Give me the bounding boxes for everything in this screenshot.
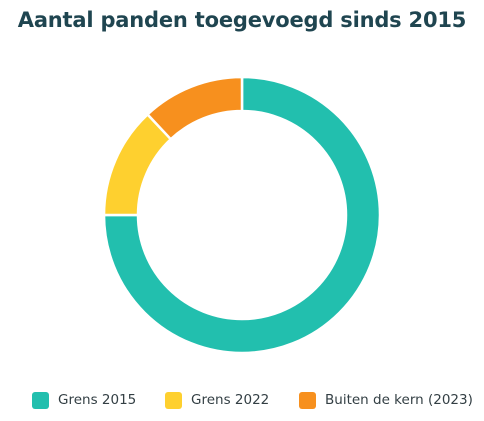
donut-slices — [102, 75, 382, 355]
legend: Grens 2015 Grens 2022 Buiten de kern (20… — [0, 388, 484, 412]
slice-grens-2015 — [102, 75, 382, 355]
legend-label-buiten-de-kern: Buiten de kern (2023) — [325, 392, 473, 408]
legend-item-grens-2022: Grens 2022 — [165, 388, 269, 412]
legend-label-grens-2022: Grens 2022 — [191, 392, 270, 408]
chart-title: Aantal panden toegevoegd sinds 2015 — [17, 8, 467, 32]
slice-buiten-de-kern-2023 — [146, 75, 244, 141]
legend-swatch-buiten-de-kern — [299, 391, 316, 409]
legend-swatch-grens-2022 — [165, 391, 182, 409]
legend-swatch-grens-2015 — [32, 391, 49, 409]
legend-item-grens-2015: Grens 2015 — [32, 388, 136, 412]
legend-label-grens-2015: Grens 2015 — [58, 392, 137, 408]
legend-item-buiten-de-kern: Buiten de kern (2023) — [299, 388, 473, 412]
